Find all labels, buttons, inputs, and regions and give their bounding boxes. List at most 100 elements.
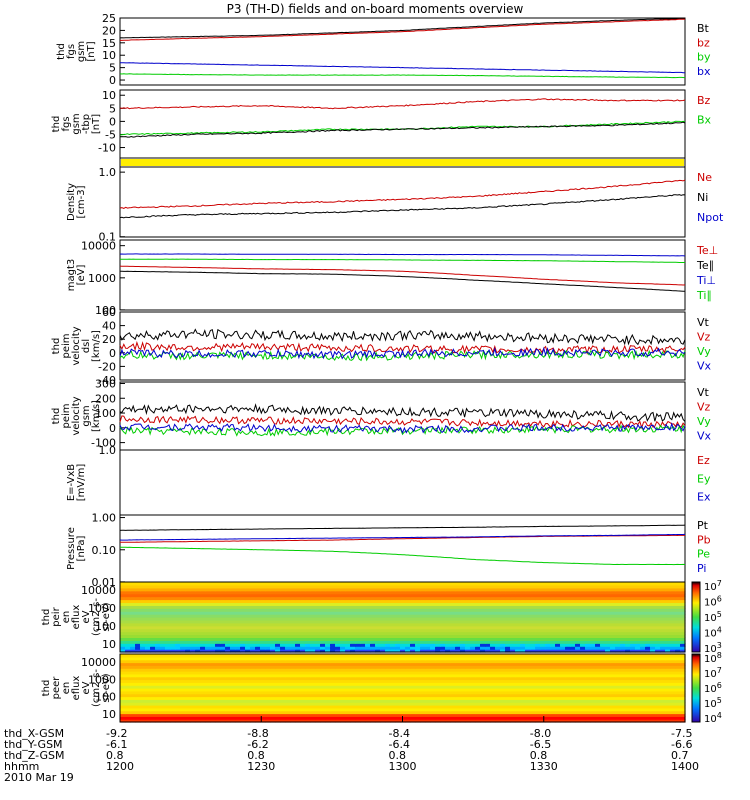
spectrogram-cell [130,696,136,700]
spectrogram-cell [590,705,596,709]
spectrogram-cell [440,649,446,653]
spectrogram-cell [630,593,636,598]
spectrogram-cell [270,582,276,586]
spectrogram-cell [605,713,611,717]
spectrogram-cell [655,625,661,630]
spectrogram-cell [620,640,626,644]
spectrogram-cell [555,646,561,650]
spectrogram-cell [340,671,346,675]
spectrogram-cell [340,617,346,621]
spectrogram-cell [505,679,511,683]
spectrogram-cell [315,696,321,700]
spectrogram-cell [260,682,266,686]
spectrogram-cell [550,634,556,639]
spectrogram-cell [580,640,586,644]
spectrogram-cell [230,676,236,681]
spectrogram-cell [575,631,581,636]
spectrogram-cell [180,649,186,653]
spectrogram-cell [120,679,126,683]
spectrogram-cell [395,634,401,639]
spectrogram-cell [355,649,361,653]
spectrogram-cell [510,608,516,612]
spectrogram-cell [425,673,431,678]
spectrogram-cell [355,628,361,633]
spectrogram-cell [315,649,321,653]
spectrogram-cell [125,617,131,621]
spectrogram-cell [370,649,376,653]
spectrogram-cell [355,676,361,681]
spectrogram-cell [650,673,656,678]
spectrogram-cell [240,646,246,650]
spectrogram-cell [335,671,341,675]
spectrogram-cell [280,602,286,606]
spectrogram-cell [375,668,381,672]
spectrogram-cell [535,707,541,712]
spectrogram-cell [170,637,176,641]
spectrogram-cell [230,673,236,678]
spectrogram-cell [330,617,336,621]
spectrogram-cell [130,617,136,621]
spectrogram-cell [455,707,461,712]
spectrogram-cell [490,640,496,644]
spectrogram-cell [495,646,501,650]
spectrogram-cell [190,608,196,612]
spectrogram-cell [605,699,611,703]
spectrogram-cell [200,590,206,595]
spectrogram-cell [275,631,281,636]
spectrogram-cell [635,679,641,683]
spectrogram-cell [450,646,456,650]
spectrogram-cell [360,705,366,709]
spectrogram-cell [465,602,471,606]
y-tick-label: 0.1 [99,231,117,244]
spectrogram-cell [485,676,491,681]
spectrogram-cell [605,671,611,675]
spectrogram-cell [335,685,341,689]
spectrogram-cell [350,634,356,639]
spectrogram-cell [245,593,251,598]
spectrogram-cell [485,631,491,636]
spectrogram-cell [290,696,296,700]
spectrogram-cell [485,640,491,644]
spectrogram-cell [495,634,501,639]
spectrogram-cell [525,696,531,700]
spectrogram-cell [290,602,296,606]
spectrogram-cell [250,602,256,606]
spectrogram-cell [365,587,371,592]
spectrogram-cell [640,622,646,627]
spectrogram-cell [345,690,351,695]
spectrogram-cell [480,596,486,601]
spectrogram-cell [675,713,681,717]
spectrogram-cell [400,590,406,595]
spectrogram-cell [680,599,686,604]
spectrogram-cell [200,676,206,681]
spectrogram-cell [525,673,531,678]
spectrogram-cell [230,634,236,639]
spectrogram-cell [385,599,391,604]
spectrogram-cell [530,690,536,695]
spectrogram-cell [240,617,246,621]
spectrogram-cell [125,693,131,698]
spectrogram-cell [660,685,666,689]
spectrogram-cell [395,702,401,706]
spectrogram-cell [540,640,546,644]
spectrogram-cell [540,584,546,589]
spectrogram-cell [475,640,481,644]
spectrogram-cell [130,649,136,653]
spectrogram-cell [330,596,336,601]
spectrogram-cell [495,707,501,712]
spectrogram-cell [585,584,591,589]
spectrogram-cell [445,676,451,681]
spectrogram-cell [460,693,466,698]
spectrogram-cell [470,646,476,650]
spectrogram-cell [135,679,141,683]
spectrogram-cell [195,673,201,678]
spectrogram-cell [410,617,416,621]
spectrogram-cell [350,617,356,621]
spectrogram-cell [190,599,196,604]
spectrogram-cell [435,713,441,717]
spectrogram-cell [275,602,281,606]
spectrogram-cell [220,707,226,712]
spectrogram-cell [270,679,276,683]
spectrogram-cell [305,643,311,647]
spectrogram-cell [530,679,536,683]
